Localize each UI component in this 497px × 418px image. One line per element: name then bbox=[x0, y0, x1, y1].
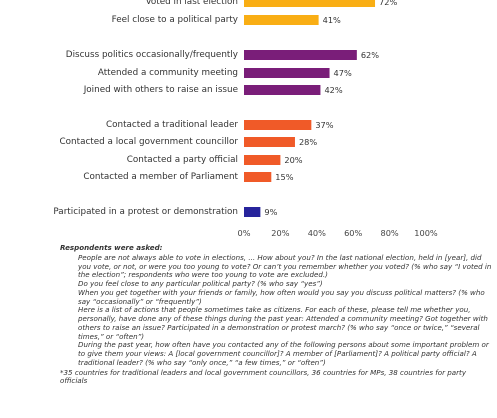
value-label-9: 15% bbox=[275, 172, 293, 182]
bar-3 bbox=[244, 50, 357, 60]
category-label-8: Contacted a party official bbox=[127, 155, 238, 165]
category-label-10: Participated in a protest or demonstrati… bbox=[53, 207, 238, 217]
x-axis-ticks-layer: 0% 20% 40% 60% 80% 100% bbox=[238, 228, 438, 238]
value-label-4: 47% bbox=[334, 68, 352, 78]
x-tick-label-6: 100% bbox=[414, 228, 438, 238]
value-label-6: 37% bbox=[315, 120, 333, 130]
notes-question-1: People are not always able to vote in el… bbox=[78, 252, 492, 280]
bars-layer bbox=[244, 0, 376, 217]
value-label-5: 42% bbox=[324, 85, 342, 95]
notes-question-2: Do you feel close to any particular poli… bbox=[78, 279, 323, 288]
x-tick-label-2: 20% bbox=[271, 228, 289, 238]
value-label-1: 72% bbox=[379, 0, 397, 7]
category-label-2: Feel close to a political party bbox=[112, 15, 238, 25]
bar-4 bbox=[244, 68, 330, 78]
value-label-7: 28% bbox=[299, 137, 317, 147]
category-label-7: Contacted a local government councillor bbox=[60, 137, 239, 147]
notes-question-5: During the past year, how often have you… bbox=[78, 340, 489, 367]
x-tick-label-1: 0% bbox=[238, 228, 251, 238]
x-tick-label-4: 60% bbox=[344, 228, 362, 238]
bar-1 bbox=[244, 0, 376, 7]
category-label-6: Contacted a traditional leader bbox=[106, 120, 238, 130]
category-label-4: Attended a community meeting bbox=[98, 68, 238, 78]
value-label-10: 9% bbox=[264, 207, 277, 217]
category-label-3: Discuss politics occasionally/frequently bbox=[66, 50, 238, 60]
category-label-1: Voted in last election bbox=[146, 0, 238, 7]
category-label-5: Joined with others to raise an issue bbox=[83, 85, 238, 95]
x-tick-label-5: 80% bbox=[380, 228, 398, 238]
bar-6 bbox=[244, 120, 312, 130]
bar-chart: Voted in last election Feel close to a po… bbox=[53, 0, 438, 238]
bar-7 bbox=[244, 137, 295, 147]
bar-9 bbox=[244, 172, 272, 182]
category-labels-layer: Voted in last election Feel close to a po… bbox=[53, 0, 238, 217]
notes-footnote: *35 countries for traditional leaders an… bbox=[60, 367, 467, 386]
bar-2 bbox=[244, 15, 319, 25]
value-label-2: 41% bbox=[323, 15, 341, 25]
value-labels-layer: 72% 41% 62% 47% 42% 37% 28% 20% 15% 9% bbox=[264, 0, 397, 217]
value-label-3: 62% bbox=[361, 50, 379, 60]
notes-question-4: Here is a list of actions that people so… bbox=[78, 305, 488, 341]
survey-notes: Respondents were asked: People are not a… bbox=[60, 243, 492, 386]
chart-svg: Voted in last election Feel close to a po… bbox=[53, 0, 438, 238]
notes-question-3: When you get together with your friends … bbox=[78, 287, 485, 306]
x-tick-label-3: 40% bbox=[308, 228, 326, 238]
value-label-8: 20% bbox=[284, 155, 302, 165]
bar-10 bbox=[244, 207, 261, 217]
bar-5 bbox=[244, 85, 321, 95]
category-label-9: Contacted a member of Parliament bbox=[83, 172, 238, 182]
bar-8 bbox=[244, 155, 281, 165]
notes-heading: Respondents were asked: bbox=[60, 243, 163, 252]
